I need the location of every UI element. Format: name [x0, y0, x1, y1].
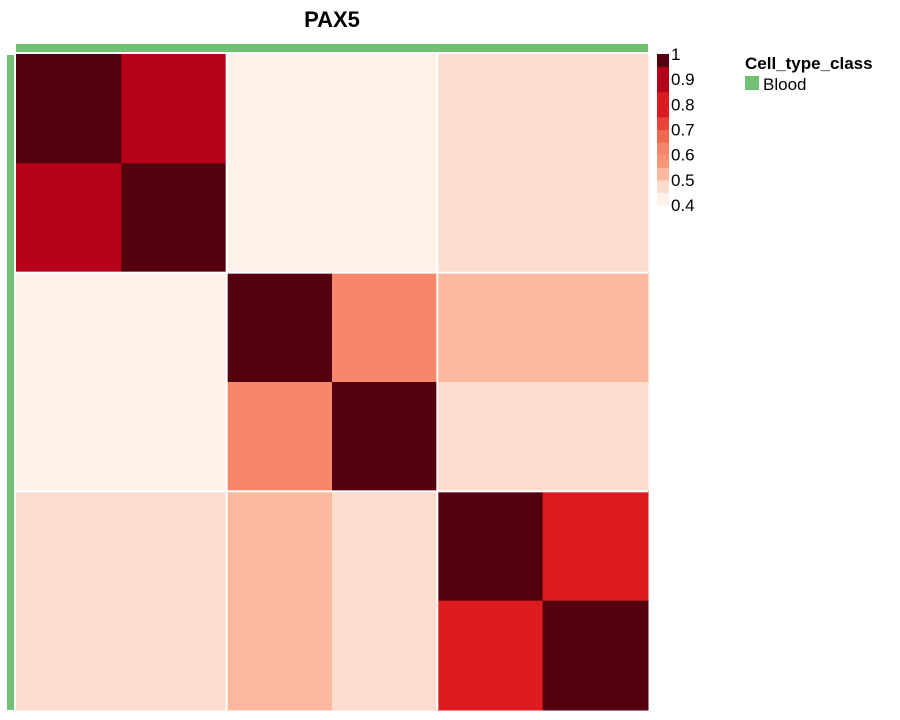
- cluster-separator-vertical: [436, 54, 439, 710]
- heatmap-cell-r3-c1: [121, 382, 228, 492]
- heatmap-cell-r2-c3: [332, 272, 438, 383]
- color-scale-tick-label: 1: [671, 45, 680, 64]
- cluster-separator-horizontal: [16, 271, 648, 274]
- heatmap-cell-r2-c5: [542, 272, 649, 383]
- heatmap-cell-r1-c1: [121, 163, 228, 274]
- heatmap-cell-r3-c3: [332, 382, 438, 492]
- color-scale-step-5: [657, 129, 669, 143]
- color-scale-tick-label: 0.8: [671, 95, 695, 114]
- heatmap-cell-r2-c2: [226, 272, 333, 383]
- heatmap-cell-r0-c5: [542, 54, 649, 164]
- row-annotation-bar: [7, 55, 14, 710]
- heatmap-cells: [16, 54, 649, 711]
- heatmap-cell-r4-c2: [226, 491, 333, 602]
- heatmap-cell-r2-c0: [16, 272, 122, 383]
- column-annotation-bar: [16, 44, 648, 52]
- color-scale-tick-label: 0.7: [671, 121, 695, 140]
- heatmap-cell-r3-c0: [16, 382, 122, 492]
- heatmap-cell-r5-c3: [332, 600, 438, 711]
- heatmap-cell-r0-c4: [437, 54, 544, 164]
- legend-label-blood: Blood: [763, 75, 806, 94]
- heatmap-cell-r5-c2: [226, 600, 333, 711]
- heatmap-cell-r1-c0: [16, 163, 122, 274]
- heatmap-cell-r1-c3: [332, 163, 438, 274]
- heatmap-cell-r4-c3: [332, 491, 438, 602]
- heatmap-cell-r5-c5: [542, 600, 649, 711]
- color-scale-tick-label: 0.9: [671, 70, 695, 89]
- heatmap-cell-r0-c3: [332, 54, 438, 164]
- heatmap-cell-r0-c0: [16, 54, 122, 164]
- heatmap-cell-r1-c5: [542, 163, 649, 274]
- heatmap-cell-r3-c5: [542, 382, 649, 492]
- color-scale-step-2: [657, 167, 669, 181]
- heatmap-cell-r5-c1: [121, 600, 228, 711]
- cluster-separator-vertical: [225, 54, 228, 710]
- color-scale-step-8: [657, 66, 669, 93]
- legend-swatch-blood: [745, 76, 759, 90]
- color-scale-step-0: [657, 192, 669, 206]
- color-scale-bar: [657, 54, 669, 206]
- color-scale-step-6: [657, 116, 669, 130]
- color-scale-step-4: [657, 142, 669, 156]
- color-scale-tick-label: 0.5: [671, 171, 695, 190]
- heatmap-cell-r1-c2: [226, 163, 333, 274]
- heatmap-cell-r4-c4: [437, 491, 544, 602]
- heatmap-cell-r4-c0: [16, 491, 122, 602]
- annotation-legend: Cell_type_class Blood: [745, 54, 873, 94]
- cluster-separator-horizontal: [16, 490, 648, 493]
- color-scale-tick-label: 0.4: [671, 196, 695, 215]
- heatmap-cell-r4-c1: [121, 491, 228, 602]
- heatmap-cell-r5-c4: [437, 600, 544, 711]
- heatmap-cell-r3-c4: [437, 382, 544, 492]
- color-scale-ticks: 1 0.9 0.8 0.7 0.6 0.5 0.4: [671, 45, 695, 215]
- heatmap-cell-r3-c2: [226, 382, 333, 492]
- color-scale-step-1: [657, 179, 669, 193]
- heatmap-cell-r5-c0: [16, 600, 122, 711]
- color-scale-step-3: [657, 154, 669, 168]
- heatmap-cell-r4-c5: [542, 491, 649, 602]
- heatmap-cell-r1-c4: [437, 163, 544, 274]
- heatmap-cell-r2-c1: [121, 272, 228, 383]
- color-scale-step-7: [657, 91, 669, 118]
- heatmap-cell-r2-c4: [437, 272, 544, 383]
- heatmap-cell-r0-c1: [121, 54, 228, 164]
- color-scale-tick-label: 0.6: [671, 146, 695, 165]
- chart-title: PAX5: [304, 7, 360, 32]
- heatmap-cell-r0-c2: [226, 54, 333, 164]
- color-scale-step-9: [657, 54, 669, 68]
- annotation-legend-title: Cell_type_class: [745, 54, 873, 73]
